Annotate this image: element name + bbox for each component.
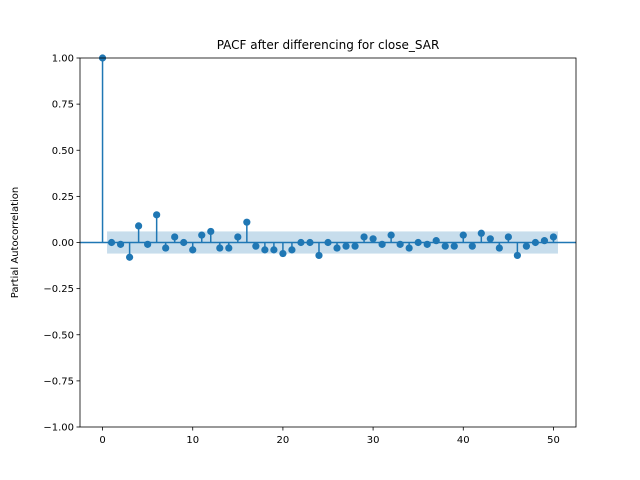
data-point xyxy=(315,251,323,260)
x-tick-label: 0 xyxy=(99,435,105,446)
data-point xyxy=(432,237,440,245)
data-point xyxy=(180,238,188,247)
data-point xyxy=(297,238,305,247)
data-point xyxy=(234,233,242,241)
data-point xyxy=(216,244,224,252)
data-point xyxy=(450,242,458,250)
y-tick-label: −0.25 xyxy=(43,284,74,295)
data-point xyxy=(162,244,170,252)
data-point xyxy=(486,235,494,243)
data-point xyxy=(441,242,449,250)
data-point xyxy=(144,240,152,248)
data-point xyxy=(531,238,540,247)
data-point xyxy=(369,235,377,243)
y-tick-label: −0.50 xyxy=(43,330,74,341)
data-point xyxy=(279,249,287,258)
data-point xyxy=(207,227,215,236)
data-point xyxy=(171,233,179,241)
data-point xyxy=(504,233,512,241)
y-axis-label: Partial Autocorrelation xyxy=(10,187,21,298)
data-point xyxy=(513,251,521,260)
data-point xyxy=(225,244,233,252)
data-point xyxy=(288,246,296,254)
data-point xyxy=(198,231,206,239)
x-tick-label: 40 xyxy=(457,435,470,446)
data-point xyxy=(261,246,269,254)
data-point xyxy=(423,240,431,248)
data-point xyxy=(126,253,134,261)
data-point xyxy=(107,238,116,247)
x-tick-label: 10 xyxy=(186,435,199,446)
data-point xyxy=(306,238,314,247)
y-tick-label: 0.50 xyxy=(52,146,74,157)
data-point xyxy=(342,242,350,250)
y-axis: 1.00 0.75 0.50 0.25 0.00 −0.25 −0.50 −0.75 −1.00 xyxy=(43,54,80,434)
data-point xyxy=(522,242,531,250)
y-tick-label: −1.00 xyxy=(43,423,74,434)
data-point xyxy=(351,242,359,250)
data-point xyxy=(405,244,413,252)
data-point xyxy=(153,211,161,219)
data-point xyxy=(468,242,476,250)
data-point xyxy=(135,222,143,230)
y-tick-label: 0.00 xyxy=(52,238,74,249)
data-point xyxy=(360,233,368,241)
data-point xyxy=(396,240,404,248)
data-point xyxy=(387,231,395,239)
data-point xyxy=(477,229,485,237)
data-point xyxy=(243,218,251,226)
chart-title: PACF after differencing for close_SAR xyxy=(217,38,440,52)
data-point xyxy=(549,233,558,241)
marker-layer xyxy=(98,54,558,261)
data-point xyxy=(495,244,503,252)
x-tick-label: 20 xyxy=(277,435,290,446)
data-point xyxy=(540,237,549,245)
data-point xyxy=(324,238,332,247)
y-tick-label: 0.75 xyxy=(52,100,74,111)
data-point xyxy=(414,238,422,247)
y-tick-label: 0.25 xyxy=(52,192,74,203)
data-point xyxy=(333,244,341,252)
data-point xyxy=(378,240,386,248)
data-point xyxy=(252,242,260,250)
x-tick-label: 50 xyxy=(547,435,560,446)
y-tick-label: −0.75 xyxy=(43,376,74,387)
data-point xyxy=(459,231,467,239)
x-tick-label: 30 xyxy=(367,435,380,446)
data-point xyxy=(189,246,197,254)
y-tick-label: 1.00 xyxy=(52,54,74,65)
x-axis: 0 10 20 30 40 50 xyxy=(99,427,560,446)
data-point xyxy=(270,246,278,254)
data-point xyxy=(116,240,125,248)
